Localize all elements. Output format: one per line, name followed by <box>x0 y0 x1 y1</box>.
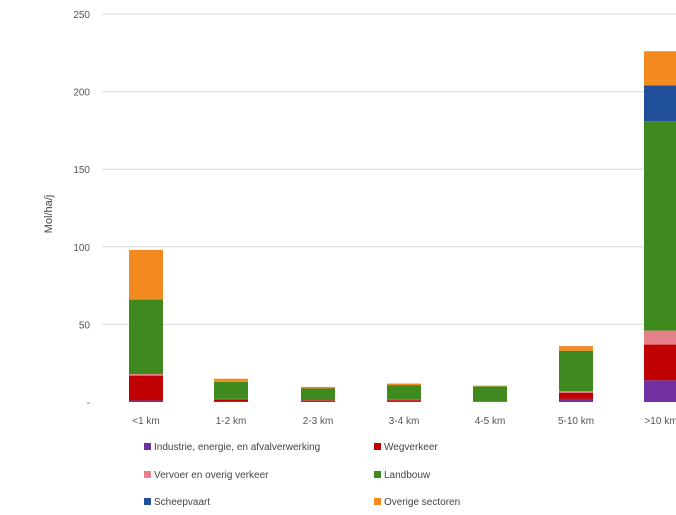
bar-segment <box>473 401 507 402</box>
bar-segment <box>644 344 676 381</box>
legend-label: Overige sectoren <box>384 497 460 508</box>
legend-label: Landbouw <box>384 470 431 481</box>
bar-segment <box>214 378 248 382</box>
legend-label: Industrie, energie, en afvalverwerking <box>154 442 320 453</box>
bar-segment <box>559 398 593 402</box>
bar-segment <box>644 330 676 345</box>
y-tick-label: 250 <box>73 10 90 21</box>
bar-segment <box>129 375 163 401</box>
bar-segment <box>129 400 163 402</box>
x-tick-label: 4-5 km <box>475 416 506 427</box>
bar-segment <box>301 400 335 402</box>
x-tick-label: 2-3 km <box>303 416 334 427</box>
bar-segment <box>387 385 421 400</box>
y-axis-label: Mol/ha/j <box>43 195 55 234</box>
x-tick-label: 5-10 km <box>558 416 594 427</box>
bar-segment <box>559 392 593 399</box>
x-tick-label: <1 km <box>132 416 160 427</box>
bar-segment <box>559 350 593 392</box>
y-tick-label: 150 <box>73 165 90 176</box>
x-tick-label: 3-4 km <box>389 416 420 427</box>
bar-segment <box>214 399 248 402</box>
legend-label: Wegverkeer <box>384 442 438 453</box>
legend-swatch <box>374 471 381 478</box>
y-tick-label: - <box>87 398 90 409</box>
bar-segment <box>129 374 163 376</box>
bar-segment <box>644 121 676 331</box>
bar-segment <box>129 249 163 300</box>
bar-segment <box>387 400 421 402</box>
y-tick-label: 200 <box>73 88 90 99</box>
bar-segment <box>644 85 676 122</box>
legend-swatch <box>374 443 381 450</box>
x-tick-label: >10 km <box>644 416 676 427</box>
legend-swatch <box>144 498 151 505</box>
bar-segment <box>129 299 163 375</box>
y-tick-label: 100 <box>73 243 90 254</box>
legend-label: Vervoer en overig verkeer <box>154 470 269 481</box>
bar-segment <box>473 385 507 387</box>
bar-segment <box>473 386 507 402</box>
bar-segment <box>559 391 593 393</box>
legend-swatch <box>374 498 381 505</box>
bar-segment <box>214 381 248 399</box>
bar-segment <box>301 388 335 401</box>
legend-label: Scheepvaart <box>154 497 210 508</box>
bar-segment <box>644 380 676 402</box>
bar-segment <box>301 386 335 389</box>
bar-segment <box>559 346 593 351</box>
bar-segment <box>644 51 676 86</box>
y-tick-label: 50 <box>79 320 91 331</box>
legend-swatch <box>144 471 151 478</box>
x-tick-label: 1-2 km <box>216 416 247 427</box>
legend-swatch <box>144 443 151 450</box>
bar-segment <box>387 383 421 386</box>
